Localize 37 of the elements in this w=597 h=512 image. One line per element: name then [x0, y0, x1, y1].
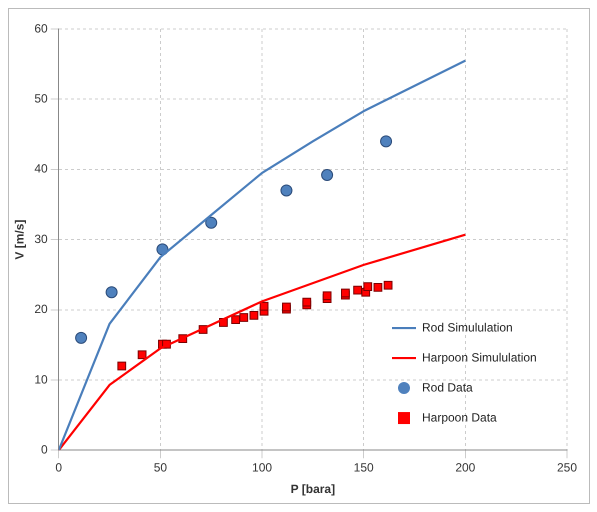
x-tick-label: 250 — [556, 460, 578, 475]
legend-label: Rod Data — [422, 380, 474, 394]
legend-label: Harpoon Simululation — [422, 350, 537, 364]
x-tick-label: 0 — [55, 460, 62, 475]
point — [384, 280, 392, 290]
x-axis-title: P [bara] — [290, 482, 336, 496]
point — [75, 332, 88, 344]
point — [260, 302, 268, 311]
point — [250, 311, 258, 320]
y-tick-label: 40 — [34, 162, 48, 176]
legend-label: Rod Simululation — [422, 320, 513, 334]
legend-label: Harpoon Data — [422, 410, 498, 424]
point — [302, 298, 312, 306]
y-tick-label: 0 — [41, 442, 48, 457]
point — [374, 282, 382, 292]
y-tick-label: 60 — [34, 21, 48, 36]
x-tick-label: 150 — [354, 460, 374, 475]
point — [117, 362, 126, 370]
x-tick-label: 100 — [252, 460, 272, 475]
point — [322, 291, 332, 300]
point — [138, 350, 146, 360]
x-tick-label: 200 — [455, 460, 476, 475]
point — [353, 286, 362, 295]
x-tick-label: 50 — [154, 460, 168, 475]
point — [231, 315, 240, 324]
y-tick-label: 30 — [34, 232, 48, 246]
point — [321, 169, 334, 182]
point — [106, 286, 118, 298]
y-tick-label: 20 — [34, 302, 48, 316]
point — [363, 282, 372, 292]
point — [239, 313, 248, 322]
point — [280, 184, 292, 196]
y-tick-label: 50 — [34, 92, 48, 106]
y-axis-title: V [m/s] — [12, 220, 27, 260]
point — [380, 135, 392, 148]
point — [205, 216, 218, 229]
y-tick-label: 10 — [34, 372, 48, 386]
